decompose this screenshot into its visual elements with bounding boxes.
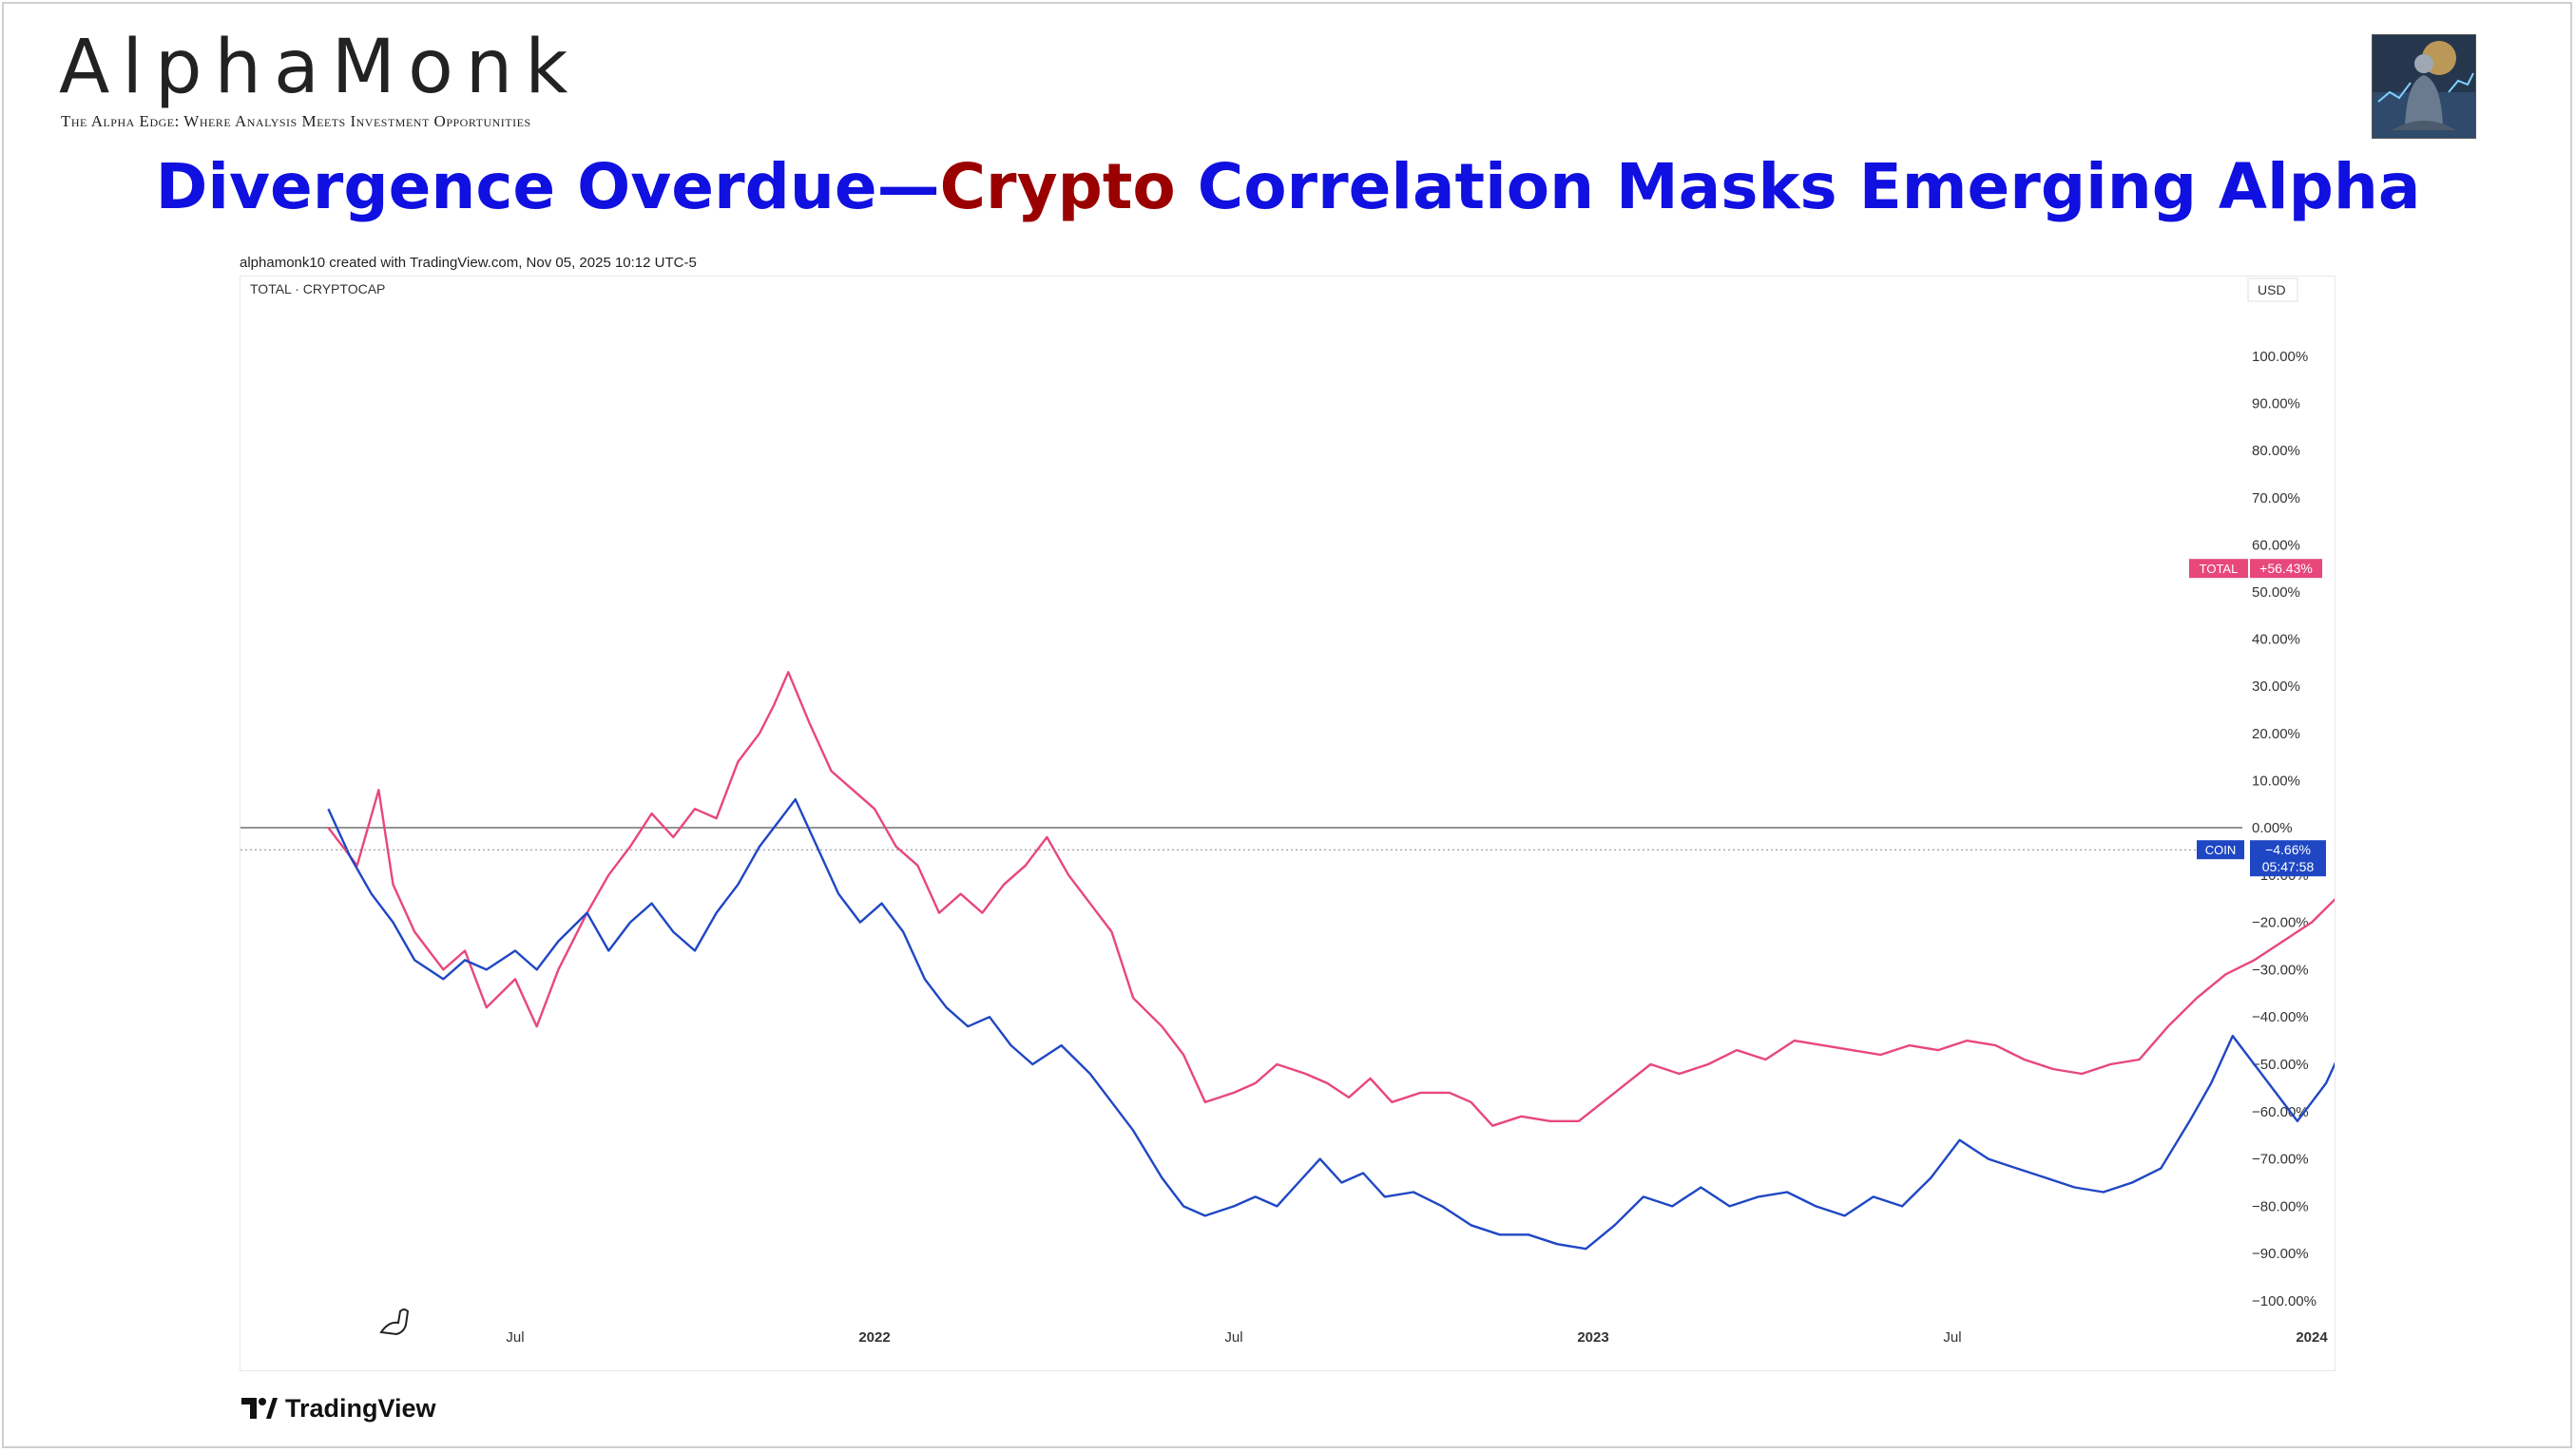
y-tick-label: −100.00% [2252,1293,2316,1309]
chart-panel: TOTAL · CRYPTOCAP USD 100.00% 90.00% 80.00% 7… [240,276,2576,1371]
total-name-tag [2189,559,2248,579]
symbol-label: TOTAL · CRYPTOCAP [250,281,385,296]
y-tick-label: 0.00% [2252,820,2293,836]
y-tick-label: −30.00% [2252,962,2309,978]
total-name-tag-label: TOTAL [2200,562,2239,576]
y-tick-label: 20.00% [2252,726,2300,742]
y-tick-label: −40.00% [2252,1009,2309,1025]
y-tick-label: 100.00% [2252,349,2308,365]
line-chart: TOTAL · CRYPTOCAP USD 100.00% 90.00% 80.00% 7… [240,277,2576,1346]
coin-value-tag [2250,840,2326,877]
tradingview-logo: TradingView [241,1394,436,1423]
y-tick-label: −80.00% [2252,1198,2309,1214]
y-tick-label: 10.00% [2252,773,2300,789]
currency-label: USD [2258,282,2286,297]
y-tick-label: 60.00% [2252,537,2300,553]
series-line-coin [327,798,2576,1251]
coin-name-tag-label: COIN [2205,843,2237,857]
tradingview-label: TradingView [285,1393,436,1423]
y-tick-label: 80.00% [2252,443,2300,459]
x-tick-label: Jul [1224,1329,1242,1346]
y-tick-label: −50.00% [2252,1057,2309,1073]
coin-name-tag [2197,840,2244,860]
x-tick-label: Jul [506,1329,524,1346]
total-value-tag-label: +56.43% [2259,561,2313,576]
tradingview-mark-icon [241,1398,278,1419]
coin-value-tag-label: −4.66% [2265,842,2311,857]
monk-logo-icon [2372,34,2476,139]
y-tick-label: 70.00% [2252,490,2300,506]
y-tick-label: 50.00% [2252,584,2300,601]
y-tick-label: −70.00% [2252,1152,2309,1168]
y-tick-label: −90.00% [2252,1246,2309,1262]
x-tick-label: Jul [1943,1329,1961,1346]
slide-title: Divergence Overdue—Crypto Correlation Ma… [0,150,2576,223]
x-tick-label: 2024 [2296,1329,2328,1346]
chart-credit: alphamonk10 created with TradingView.com… [240,255,697,271]
title-part-1: Divergence Overdue— [155,150,940,223]
series-line-total [327,671,2576,1127]
coin-countdown-label: 05:47:58 [2262,859,2315,874]
title-part-crypto: Crypto [939,150,1176,223]
brand-tagline: The Alpha Edge: Where Analysis Meets Inv… [61,112,531,130]
x-tick-label: 2023 [1577,1329,1608,1346]
total-value-tag [2250,559,2322,579]
y-tick-label: 90.00% [2252,396,2300,412]
dino-icon [379,1309,410,1336]
currency-box [2247,277,2298,302]
y-tick-label: −20.00% [2252,915,2309,931]
y-tick-label: 30.00% [2252,678,2300,695]
title-part-3: Correlation Masks Emerging Alpha [1175,150,2421,223]
y-tick-label: 40.00% [2252,632,2300,648]
x-tick-label: 2022 [858,1329,890,1346]
brand-name: AlphaMonk [59,25,581,110]
